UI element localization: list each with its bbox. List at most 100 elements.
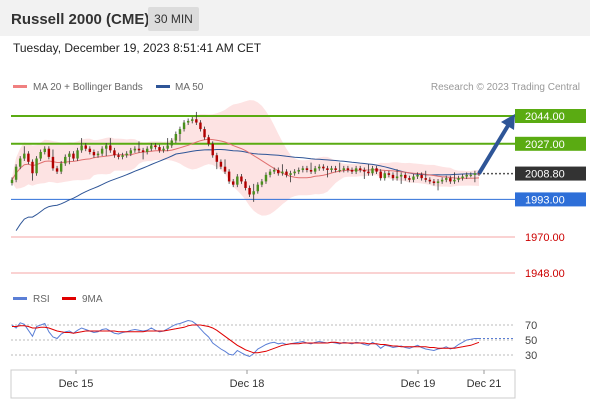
level-label: 1948.00 — [525, 268, 565, 280]
instrument-title: Russell 2000 (CME) — [11, 11, 150, 28]
candle-body — [293, 171, 296, 174]
candle-body — [59, 163, 63, 172]
legend-swatch-9ma — [62, 297, 76, 300]
legend-swatch-ma20 — [13, 85, 27, 88]
candle-body — [461, 176, 464, 179]
candle-body — [84, 145, 87, 149]
candle-body — [215, 155, 219, 162]
candle-body — [281, 171, 284, 174]
candle-body — [248, 187, 251, 195]
price-plot: 2044.00 2027.00 2008.80 1993.00 1970.00 1948.… — [10, 100, 586, 280]
candle-body — [301, 168, 305, 170]
candle-body — [141, 150, 145, 152]
ma20-line — [11, 138, 480, 181]
candle-body — [207, 137, 210, 144]
candle-body — [170, 140, 173, 146]
candle-body — [92, 151, 96, 156]
candle-body — [150, 145, 153, 149]
candle-body — [264, 174, 268, 182]
candle-body — [412, 176, 415, 180]
candle-body — [289, 173, 292, 175]
resistance-label-box — [515, 136, 586, 151]
candle-body — [68, 153, 71, 157]
candle-body — [223, 166, 227, 172]
candle-body — [424, 178, 427, 180]
candle-body — [326, 168, 329, 170]
candle-body — [145, 148, 149, 152]
candle-body — [350, 169, 354, 172]
credit-text: Research © 2023 Trading Central — [431, 82, 580, 93]
candle-body — [137, 148, 141, 151]
candle-body — [453, 179, 456, 182]
candle-body — [256, 184, 260, 192]
candle-body — [178, 129, 182, 134]
candle-body — [55, 168, 59, 172]
candle-body — [51, 156, 55, 169]
candle-body — [154, 145, 157, 148]
candle-body — [465, 174, 468, 177]
candle-body — [330, 168, 333, 170]
candle-body — [354, 168, 358, 172]
candle-body — [191, 119, 194, 121]
x-tick-label: Dec 18 — [230, 378, 265, 390]
candle-body — [338, 169, 341, 171]
candle-body — [342, 168, 346, 170]
candle-body — [305, 168, 309, 170]
candle-body — [31, 161, 34, 174]
candle-body — [43, 148, 46, 152]
candle-body — [72, 153, 75, 159]
candle-body — [182, 122, 186, 130]
candle-body — [240, 176, 243, 182]
level-label: 1970.00 — [525, 232, 565, 244]
candle-body — [100, 148, 104, 154]
candle-body — [346, 168, 350, 170]
level-label: 2008.80 — [525, 169, 565, 181]
candle-body — [449, 178, 452, 182]
candle-body — [76, 150, 79, 159]
candle-body — [96, 153, 100, 156]
candle-body — [199, 122, 202, 130]
candle-body — [408, 178, 411, 180]
support-label-box — [515, 192, 586, 207]
interval-badge[interactable]: 30 MIN — [148, 7, 199, 31]
candle-body — [440, 179, 444, 182]
candle-body — [27, 153, 30, 162]
candle-body — [260, 181, 264, 185]
rsi-plot: 70 50 30 — [11, 319, 537, 362]
candle-body — [277, 169, 280, 174]
candle-body — [367, 171, 370, 174]
candle-body — [39, 151, 42, 159]
last-price-label-box — [515, 166, 586, 181]
candle-body — [166, 145, 169, 149]
level-label: 2044.00 — [525, 111, 565, 123]
candle-body — [80, 145, 83, 151]
ma50-line — [15, 149, 480, 231]
candle-body — [23, 153, 26, 159]
candle-body — [420, 174, 423, 179]
candle-body — [174, 133, 178, 141]
candle-body — [158, 147, 161, 151]
candle-body — [404, 174, 407, 179]
candle-body — [64, 156, 67, 164]
candle-body — [35, 158, 38, 174]
candle-body — [227, 171, 231, 182]
x-tick-label: Dec 21 — [467, 378, 502, 390]
candle-body — [334, 168, 337, 170]
candle-body — [297, 169, 300, 172]
candle-body — [363, 169, 366, 172]
candle-body — [379, 171, 382, 179]
candle-body — [195, 119, 198, 123]
rsi-line — [11, 319, 479, 358]
candle-body — [129, 150, 133, 154]
legend-label-9ma: 9MA — [82, 294, 103, 305]
candle-body — [231, 181, 235, 185]
level-label: 1993.00 — [525, 194, 565, 206]
candle-body — [244, 181, 247, 188]
candle-body — [113, 150, 116, 156]
header-bar: Russell 2000 (CME) 30 MIN — [0, 0, 590, 36]
x-axis-frame — [10, 369, 516, 399]
candle-body — [285, 171, 288, 175]
candle-body — [309, 169, 313, 172]
candle-body — [428, 179, 432, 182]
